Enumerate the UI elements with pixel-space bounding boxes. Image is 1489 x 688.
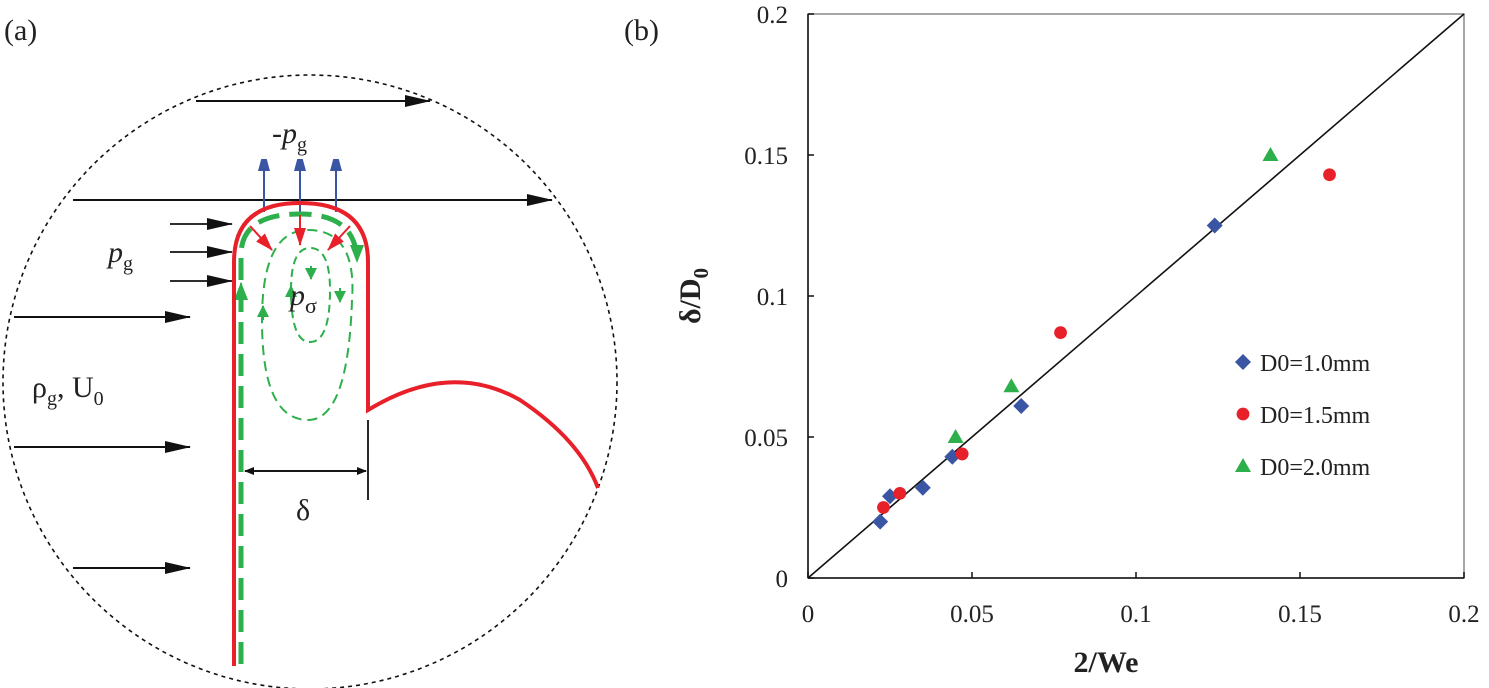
data-point-triangle — [1003, 378, 1020, 393]
free-stream-arrows — [14, 95, 553, 574]
internal-flow-streamlines — [238, 211, 364, 664]
data-point-circle — [955, 447, 969, 461]
psigma-label: pσ — [288, 279, 317, 318]
panel-b: (b) 0 0.05 0.1 0.15 0.2 0 0.05 0.1 0.15 0.2 2/We δ/… — [624, 2, 1480, 679]
data-point-diamond — [1206, 217, 1223, 234]
x-tick-label: 0.15 — [1278, 601, 1322, 628]
fit-line — [807, 13, 1465, 579]
data-point-circle — [877, 501, 890, 514]
data-point-circle — [893, 487, 907, 500]
y-tick-label: 0.2 — [757, 2, 788, 29]
minus-pg-label: -pg — [272, 117, 307, 156]
data-point-triangle — [947, 429, 964, 443]
pg-label: pg — [106, 236, 133, 275]
y-tick-label: 0.05 — [744, 425, 788, 452]
data-point-diamond — [872, 513, 889, 530]
legend-entry-label: D0=1.5mm — [1260, 403, 1371, 429]
x-tick-label: 0.2 — [1448, 601, 1479, 628]
gas-pressure-arrows — [170, 218, 233, 287]
legend-marker-triangle — [1235, 458, 1251, 472]
liquid-interface — [232, 200, 600, 666]
scatter-chart: 0 0.05 0.1 0.15 0.2 0 0.05 0.1 0.15 0.2 2/We δ/D0 D0… — [674, 2, 1480, 679]
y-tick-label: 0.15 — [744, 143, 788, 170]
x-tick-label: 0 — [802, 601, 815, 628]
data-point-diamond — [914, 479, 931, 496]
panel-a-label: (a) — [4, 14, 37, 47]
data-point-diamond — [1013, 397, 1030, 414]
flow-direction-arrows — [234, 266, 346, 320]
legend-marker-circle — [1236, 407, 1250, 421]
x-axis-label: 2/We — [1074, 646, 1139, 679]
delta-label: δ — [296, 494, 310, 527]
y-tick-label: 0 — [776, 566, 789, 593]
y-tick-label: 0.1 — [757, 284, 788, 311]
legend-marker-diamond — [1235, 354, 1251, 370]
data-point-circle — [1054, 326, 1067, 340]
rho-u-label: ρg, U0 — [32, 371, 104, 410]
delta-dimension — [244, 420, 369, 500]
magnification-circle — [2, 74, 618, 688]
legend-entry-label: D0=1.0mm — [1260, 351, 1371, 377]
data-point-circle — [1323, 168, 1336, 182]
x-tick-label: 0.05 — [950, 601, 994, 628]
panel-a: (a) — [2, 14, 618, 688]
x-tick-label: 0.1 — [1120, 601, 1151, 628]
y-axis-label: δ/D0 — [674, 268, 713, 324]
capillary-pressure-arrows — [249, 215, 351, 251]
panel-b-label: (b) — [624, 14, 659, 47]
legend-entry-label: D0=2.0mm — [1260, 455, 1371, 481]
data-point-triangle — [1262, 147, 1279, 161]
